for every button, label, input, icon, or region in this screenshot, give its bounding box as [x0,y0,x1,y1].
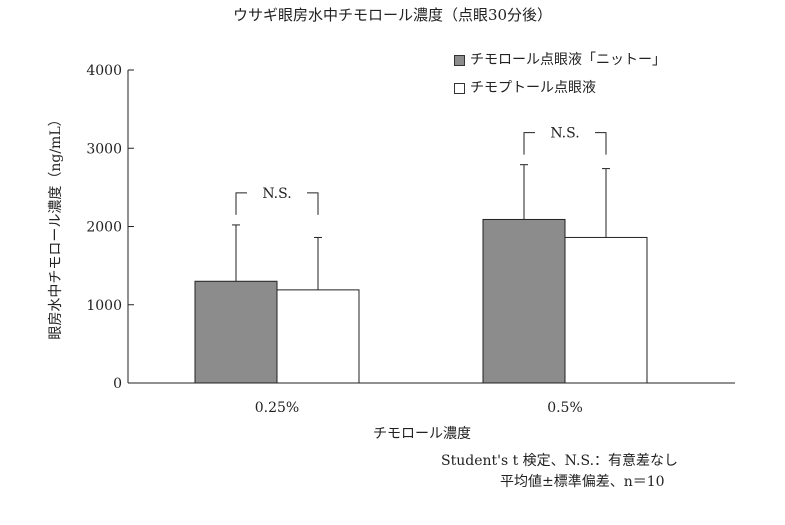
y-tick-label: 2000 [86,220,122,236]
significance-bracket-right [595,132,607,155]
x-axis-label: チモロール濃度 [373,426,471,442]
bar [276,289,360,384]
y-tick-label: 0 [113,376,122,392]
significance-bracket-left [523,132,535,155]
legend-swatch-white [454,82,465,94]
legend-label-timoptol: チモプトール点眼液 [470,80,596,96]
bars [194,218,648,384]
legend-swatch-gray [454,54,465,66]
significance-label: N.S. [550,126,579,142]
legend-label-nitto: チモロール点眼液「ニットー」 [470,52,666,68]
y-tick-label: 4000 [86,63,122,79]
bar [564,236,648,384]
significance-label: N.S. [262,186,291,202]
chart-title: ウサギ眼房水中チモロール濃度（点眼30分後） [232,6,553,24]
significance-bracket-left [235,192,247,215]
significance-brackets: N.S. N.S. [235,126,607,215]
bar [482,218,566,384]
note-statistics: Student's t 検定、N.S.：有意差なし [441,453,679,469]
y-axis-label: 眼房水中チモロール濃度（ng/mL） [48,112,64,339]
legend-item-nitto: チモロール点眼液「ニットー」 [454,51,666,69]
x-tick-label: 0.5% [547,400,583,416]
axes: 0 1000 2000 3000 4000 0.25% 0.5% [86,63,735,416]
y-tick-label: 3000 [86,141,122,157]
error-bars [232,164,610,290]
note-mean-sd: 平均値±標準偏差、n＝10 [500,474,665,490]
legend-item-timoptol: チモプトール点眼液 [454,79,596,97]
significance-bracket-right [307,192,319,215]
bar [194,280,278,384]
x-tick-label: 0.25% [255,400,299,416]
y-tick-label: 1000 [86,298,122,314]
